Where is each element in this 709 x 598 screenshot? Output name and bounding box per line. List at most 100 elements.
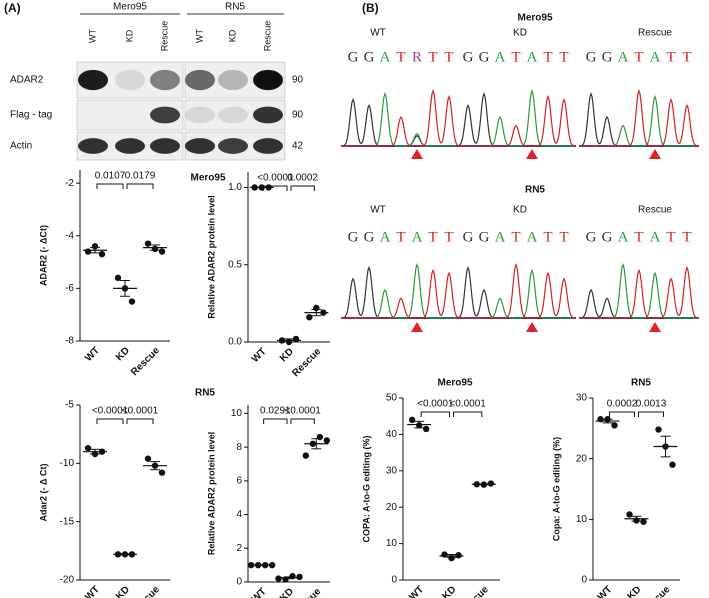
trace [579,89,699,147]
y-tick-label: 50 [386,393,398,404]
p-value: <0.0001 [284,406,321,417]
data-point [144,455,152,462]
trace [341,89,462,147]
base-call: G [479,229,490,245]
y-tick-label: -2 [65,178,74,189]
blot-band [115,69,145,91]
base-call: G [364,49,375,65]
site-marker [649,149,661,159]
p-value: <0.0001 [449,399,486,410]
p-value: 0.0107 [95,171,126,182]
base-call: T [396,49,405,65]
comparison-bracket [290,418,315,424]
trace [579,265,700,319]
data-point [408,416,416,424]
data-point [611,422,618,429]
lane-label: KD [124,29,134,42]
y-tick-label: 10 [386,538,398,549]
trace [456,94,577,147]
y-tick-label: -4 [65,230,74,241]
base-call: T [634,229,643,245]
x-tick-label: KD [278,346,296,364]
blot-group-label: Mero95 [113,2,147,13]
blot-band [253,69,283,91]
data-point [275,575,282,582]
comparison-bracket [96,418,124,424]
p-value: <0.0001 [417,399,454,410]
blot-band [253,138,283,154]
y-axis-label: COPA: A-to-G editing (%) [361,436,371,543]
data-point [455,552,462,559]
base-call: A [527,229,538,245]
y-tick-label: 8 [236,442,242,453]
x-tick-label: Rescue [129,584,162,598]
p-value: 0.0002 [287,173,318,184]
base-call: A [495,229,506,245]
base-call: G [463,49,474,65]
blot-band [78,138,108,154]
blot-band [150,69,180,91]
x-tick-label: KD [114,345,132,363]
x-tick-label: Rescue [129,345,162,378]
blot-row-label: Actin [10,141,32,152]
y-tick-label: 2 [236,543,242,554]
site-marker [526,149,538,159]
base-call: G [348,229,359,245]
lane-label: Rescue [159,21,169,52]
blot-row-label: Flag - tag [10,110,52,121]
blot-band [218,69,248,91]
trace [579,288,699,319]
base-call: T [444,229,453,245]
comparison-bracket [420,411,450,417]
y-tick-label: 40 [386,429,398,440]
data-point [655,426,662,433]
y-tick-label: 10 [231,408,243,419]
blot-band [253,106,283,124]
base-call: A [527,49,538,65]
data-point [114,274,122,282]
comparison-bracket [126,418,154,424]
site-marker [526,322,538,332]
base-call: T [682,49,691,65]
x-tick-label: Rescue [290,346,323,379]
base-call: T [428,49,437,65]
y-tick-label: 4 [236,509,242,520]
data-point [422,425,430,433]
sample-label: WT [370,205,386,216]
y-tick-label: -5 [65,400,74,411]
y-tick-label: 30 [576,393,588,404]
y-tick-label: 0 [581,575,587,586]
comparison-bracket [290,185,315,191]
y-tick-label: -20 [60,575,75,586]
sample-label: Rescue [638,205,672,216]
base-call: A [380,229,391,245]
base-call: A [380,49,391,65]
p-value: 0.0291 [260,406,291,417]
data-point [302,452,310,459]
blot-band [218,138,248,154]
site-marker [411,149,423,159]
base-call: R [412,49,422,65]
sample-label: Rescue [638,28,672,39]
base-call: A [618,229,629,245]
y-tick-label: 0.0 [228,337,242,348]
lane-label: Rescue [262,21,272,52]
x-tick-label: KD [440,584,458,598]
y-axis-label: Relative ADAR2 protein level [206,432,216,555]
comparison-bracket [263,185,288,191]
lane-label: KD [227,29,237,42]
data-point [669,461,676,468]
comparison-bracket [126,183,154,189]
data-point [128,298,136,305]
blot-kda-label: 90 [292,110,304,121]
x-tick-label: Rescue [290,586,323,598]
base-call: T [559,229,568,245]
y-tick-label: 0.5 [228,259,242,270]
y-tick-label: 0 [236,577,242,588]
base-call: T [559,49,568,65]
y-tick-label: 30 [386,465,398,476]
p-value: <0.0001 [92,406,129,417]
data-point [487,480,495,487]
panel-label: (B) [362,1,379,15]
